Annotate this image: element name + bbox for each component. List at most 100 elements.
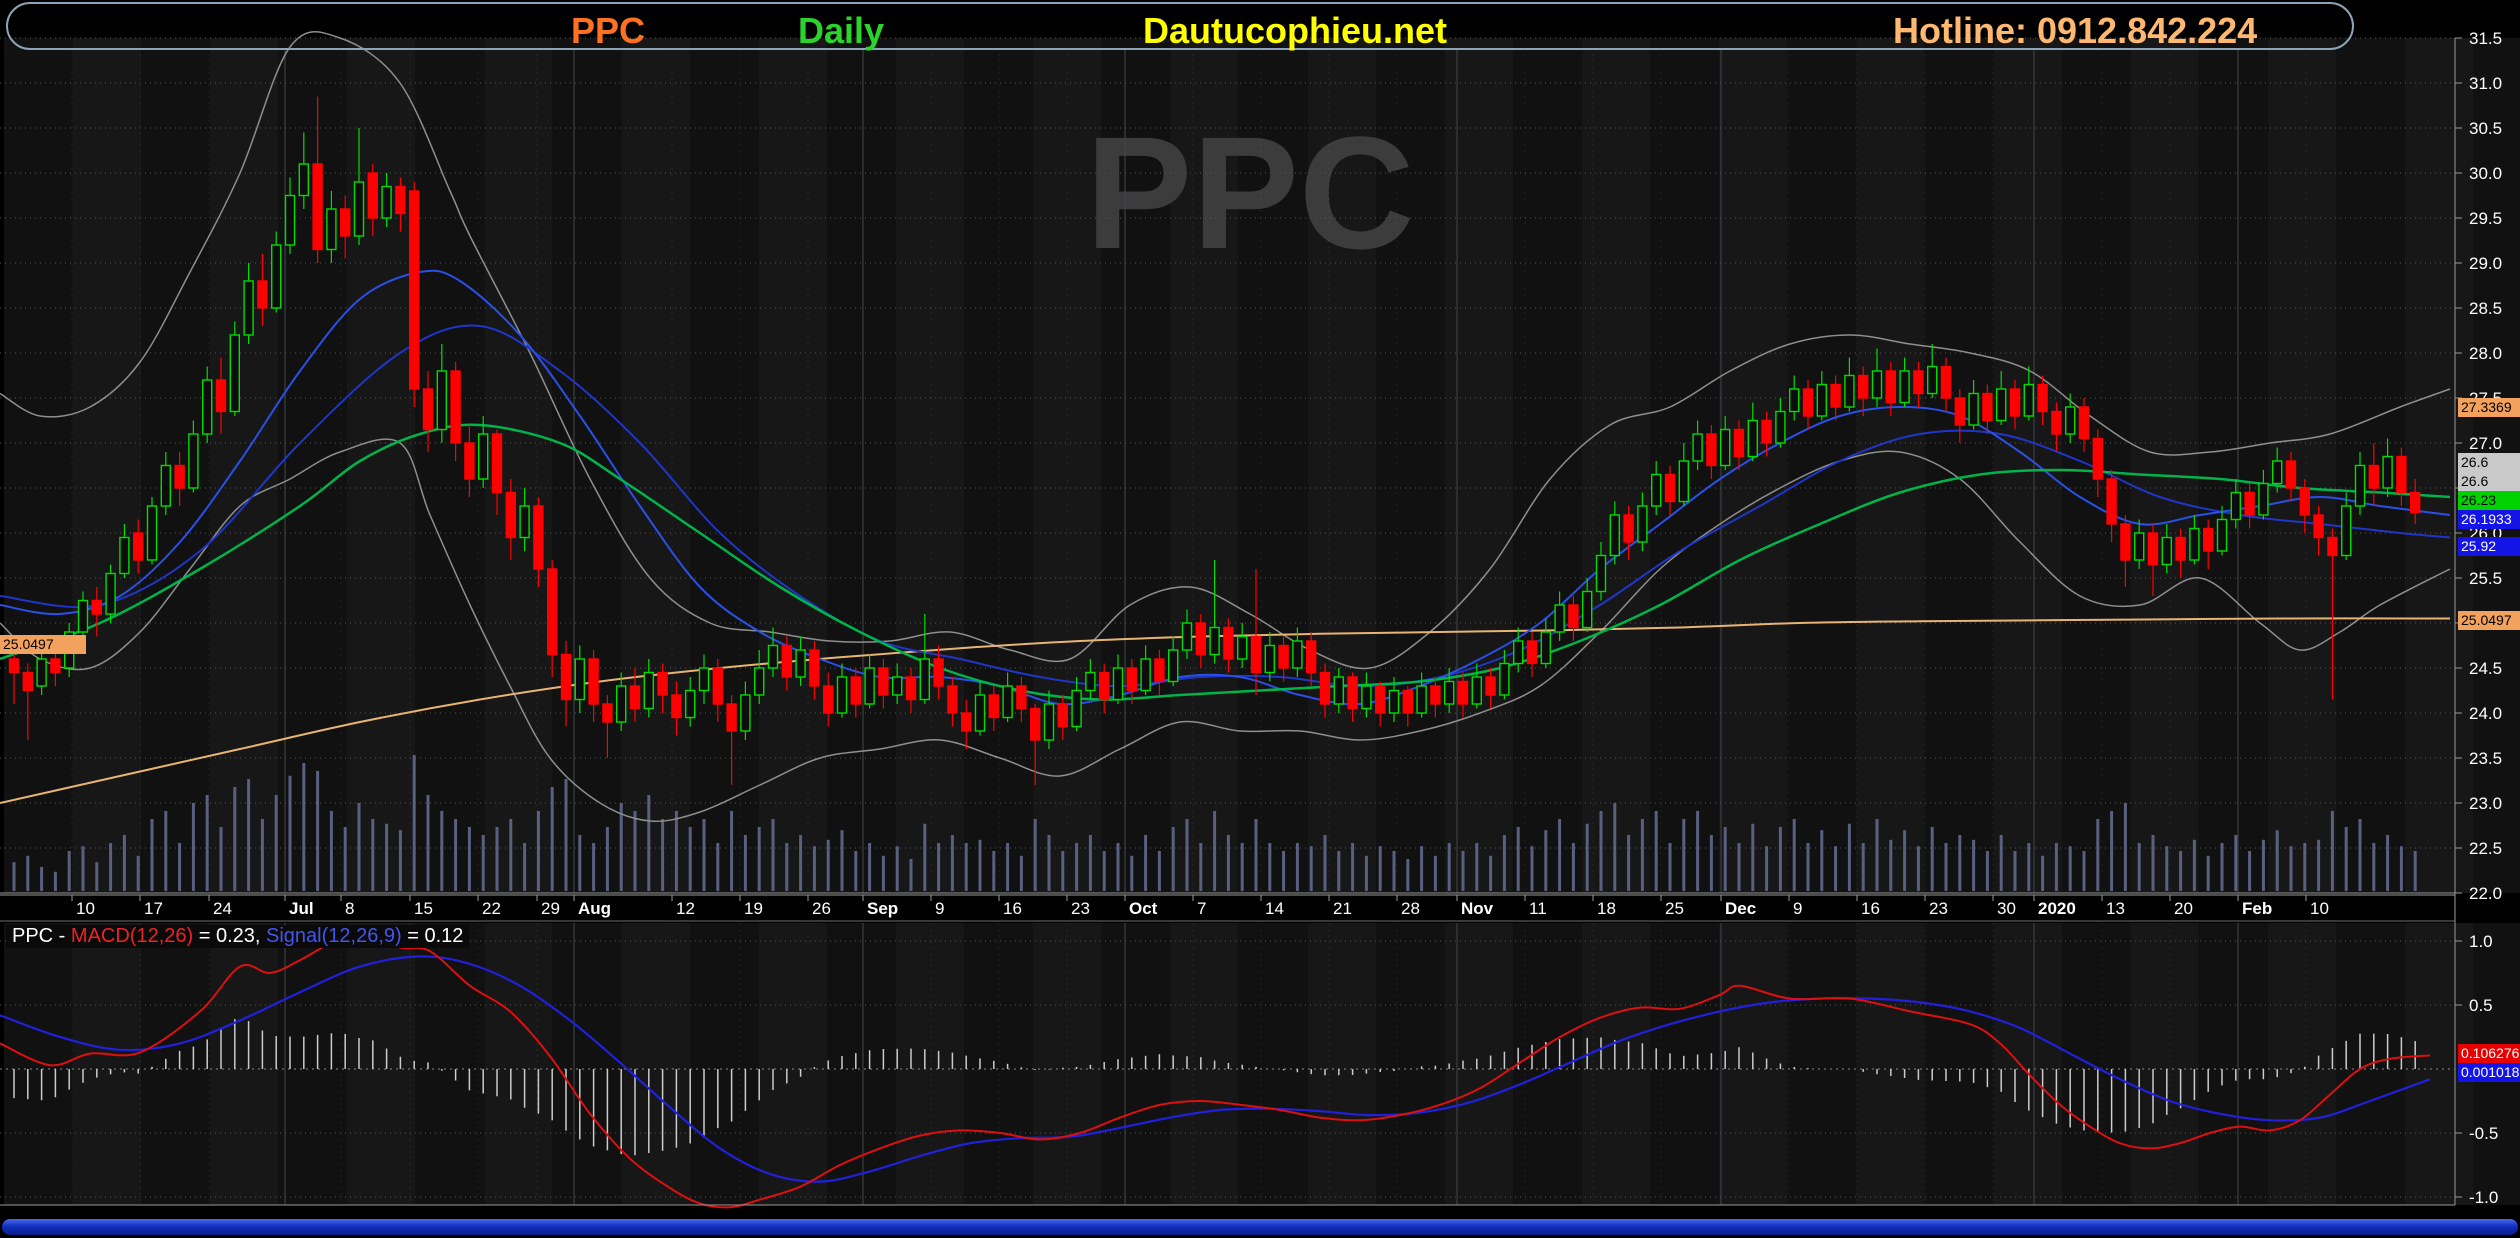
stripe bbox=[72, 38, 142, 893]
candle-body bbox=[850, 676, 861, 705]
candle-body bbox=[2299, 487, 2311, 516]
candle-body bbox=[229, 334, 241, 413]
candle-body bbox=[643, 671, 654, 710]
stripe bbox=[2199, 38, 2268, 893]
stripe bbox=[72, 923, 142, 1205]
candle-body bbox=[1913, 370, 1924, 395]
candle-body bbox=[2354, 464, 2366, 507]
candle-body bbox=[1195, 622, 1207, 656]
price-axis-label: 22.5 bbox=[2469, 839, 2502, 858]
candle-body bbox=[2175, 536, 2186, 561]
candle-body bbox=[367, 172, 378, 219]
candle-body bbox=[1678, 460, 1690, 503]
candle-body bbox=[132, 532, 144, 561]
candle-body bbox=[340, 208, 351, 237]
stripe bbox=[552, 38, 622, 893]
candle-body bbox=[2147, 532, 2159, 566]
stripe bbox=[1856, 923, 1925, 1205]
stripe bbox=[1307, 923, 1376, 1205]
candle-body bbox=[1706, 433, 1717, 467]
value-badge: 27.3369 bbox=[2458, 398, 2520, 417]
stripe bbox=[1170, 38, 1239, 893]
candle-body bbox=[22, 671, 33, 692]
price-axis-label: 23.5 bbox=[2469, 749, 2502, 768]
price-axis-label: 30.5 bbox=[2469, 119, 2502, 138]
candle-body bbox=[1402, 689, 1414, 714]
candle-body bbox=[1209, 626, 1220, 656]
date-axis-label: 12 bbox=[676, 899, 695, 918]
stripe bbox=[1924, 38, 1994, 893]
candle-body bbox=[671, 694, 682, 719]
candle-body bbox=[878, 667, 889, 696]
date-axis-label: 24 bbox=[213, 899, 232, 918]
candle-body bbox=[505, 491, 516, 539]
date-axis-label: 26 bbox=[812, 899, 831, 918]
signal-label-value: = 0.12 bbox=[401, 925, 464, 947]
stripe bbox=[1376, 38, 1445, 893]
candle-body bbox=[1278, 644, 1289, 669]
price-axis-label: 31.5 bbox=[2469, 29, 2502, 48]
candle-body bbox=[726, 703, 737, 732]
candlesticks bbox=[8, 96, 2421, 785]
candle-body bbox=[1305, 640, 1317, 674]
candle-body bbox=[1154, 658, 1165, 683]
candle-body bbox=[1236, 635, 1248, 660]
candle-body bbox=[2120, 523, 2131, 561]
macd-axis-label: 0.5 bbox=[2469, 996, 2493, 1015]
macd-axis-label: -0.5 bbox=[2469, 1124, 2498, 1143]
signal-label-name: Signal(12,26,9) bbox=[266, 925, 402, 947]
candle-body bbox=[1071, 689, 1082, 728]
candle-body bbox=[988, 694, 999, 719]
candle-body bbox=[1802, 388, 1814, 417]
ma-blue_fast-line bbox=[0, 269, 2451, 706]
candle-body bbox=[1333, 676, 1345, 705]
candle-body bbox=[1085, 671, 1096, 692]
stripe bbox=[484, 923, 553, 1205]
price-axis-label: 25.5 bbox=[2469, 569, 2502, 588]
candle-body bbox=[574, 658, 585, 701]
candle-body bbox=[1029, 707, 1041, 741]
stripe bbox=[1307, 38, 1376, 893]
candle-body bbox=[146, 505, 158, 561]
candle-body bbox=[2106, 478, 2117, 525]
value-badge: 25.0497 bbox=[2458, 611, 2520, 630]
candle-body bbox=[2313, 514, 2324, 539]
stripe bbox=[621, 923, 690, 1205]
candle-body bbox=[712, 667, 723, 705]
stripe bbox=[2130, 38, 2200, 893]
candle-body bbox=[616, 685, 627, 723]
stripe bbox=[1719, 38, 1788, 893]
date-axis-label: 16 bbox=[1003, 899, 1022, 918]
date-axis-label: 9 bbox=[935, 899, 944, 918]
candle-body bbox=[1374, 685, 1386, 714]
macd-label-ticker: PPC - bbox=[12, 925, 71, 947]
candle-body bbox=[1223, 626, 1234, 660]
candle-body bbox=[1995, 388, 2007, 422]
candle-body bbox=[312, 163, 323, 251]
date-axis-label: 19 bbox=[744, 899, 763, 918]
candle-body bbox=[1512, 640, 1524, 665]
candle-body bbox=[2078, 406, 2090, 440]
candle-body bbox=[864, 667, 875, 705]
stripe bbox=[895, 38, 965, 893]
date-axis-label: Aug bbox=[578, 899, 611, 918]
candle-body bbox=[2340, 505, 2352, 557]
date-axis-label: 23 bbox=[1929, 899, 1948, 918]
candle-body bbox=[1347, 676, 1358, 710]
candle-body bbox=[2133, 532, 2145, 561]
date-axis-label: 9 bbox=[1793, 899, 1802, 918]
stripe bbox=[4, 38, 73, 893]
candle-body bbox=[1167, 649, 1179, 683]
axes: 31.531.030.530.029.529.028.528.027.527.0… bbox=[0, 29, 2502, 1207]
candle-body bbox=[1043, 703, 1055, 741]
candle-body bbox=[919, 658, 930, 701]
date-axis-label: Nov bbox=[1461, 899, 1494, 918]
date-axis-label: Dec bbox=[1725, 899, 1756, 918]
stripe bbox=[2199, 923, 2268, 1205]
candle-body bbox=[1112, 667, 1124, 701]
candle-body bbox=[961, 712, 972, 732]
value-badge: 26.6 bbox=[2458, 453, 2520, 472]
date-axis-label: 11 bbox=[1529, 899, 1547, 918]
stripe bbox=[827, 923, 896, 1205]
